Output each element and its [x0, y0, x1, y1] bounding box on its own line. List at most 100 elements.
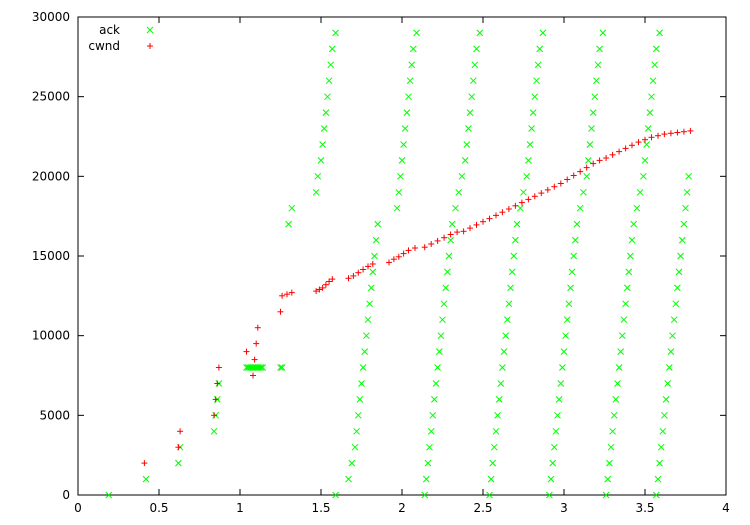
ack-point [555, 396, 563, 403]
ack-point [426, 443, 433, 451]
cwnd-point [525, 196, 532, 203]
cwnd-point [590, 160, 597, 167]
ack-point [531, 93, 539, 101]
ack-point [640, 172, 647, 180]
ack-point [662, 396, 670, 403]
x-axis: 0 0.5 1 1.5 2 2.5 3 3.5 4 [74, 17, 730, 515]
ack-point [529, 109, 537, 116]
ack-point [408, 61, 416, 69]
ack-point [434, 364, 441, 371]
cwnd-point [421, 244, 428, 251]
ack-point [559, 364, 566, 371]
ack-point [244, 364, 252, 371]
ack-point [610, 411, 618, 419]
ack-point [507, 284, 514, 292]
ack-point [398, 157, 406, 164]
ack-point [322, 109, 330, 116]
ack-point [429, 411, 437, 419]
cwnd-point [390, 256, 397, 263]
cwnd-point [609, 151, 616, 158]
cwnd-point [350, 272, 357, 279]
y-tick-label: 0 [62, 488, 70, 502]
ack-point [563, 316, 571, 324]
ack-point [596, 45, 603, 53]
ack-point [536, 45, 544, 53]
ack-point [427, 427, 435, 435]
ack-point [345, 475, 352, 483]
ack-point [367, 284, 375, 292]
ack-point [489, 459, 497, 467]
ack-point [497, 380, 505, 387]
cwnd-point [277, 308, 284, 315]
cwnd-point [313, 288, 320, 295]
ack-point [675, 268, 683, 276]
cwnd-point [583, 164, 590, 171]
ack-point [473, 45, 480, 53]
ack-point [609, 427, 616, 435]
cwnd-point [544, 186, 551, 193]
ack-point [288, 204, 296, 212]
cwnd-point [642, 136, 648, 143]
cwnd-point [284, 291, 290, 298]
ack-point [612, 396, 620, 403]
ack-point [395, 188, 403, 196]
ack-point [627, 252, 634, 260]
cwnd-point [635, 139, 642, 146]
ack-point [680, 220, 688, 228]
cwnd-point [687, 127, 694, 134]
ack-point [353, 427, 360, 435]
cwnd-point [596, 157, 603, 164]
ack-point [533, 77, 540, 85]
ack-point [452, 204, 459, 212]
ack-point [659, 427, 667, 435]
ack-point [630, 220, 638, 228]
ack-point [371, 252, 378, 260]
ack-point [646, 109, 654, 116]
ack-point [593, 77, 600, 85]
ack-point [397, 172, 404, 180]
ack-point [252, 364, 260, 371]
ack-point [633, 204, 641, 212]
cwnd-point [360, 266, 367, 273]
legend-marker-cwnd [147, 43, 153, 49]
y-tick-label: 20000 [32, 169, 70, 183]
ack-point [550, 443, 558, 451]
ack-point [665, 364, 673, 371]
ack-point [325, 77, 333, 85]
ack-point [257, 364, 265, 371]
cwnd-point [629, 142, 635, 149]
ack-point [469, 77, 477, 85]
ack-point [332, 29, 339, 37]
y-tick-label: 15000 [32, 249, 70, 263]
ack-point [685, 172, 693, 180]
ack-point [652, 45, 660, 53]
cwnd-point [212, 396, 219, 403]
cwnd-point [175, 444, 182, 451]
ack-point [549, 459, 557, 467]
cwnd-point [329, 276, 336, 283]
ack-point [499, 364, 506, 371]
cwnd-point [512, 202, 519, 209]
ack-point [312, 188, 320, 196]
cwnd-point [467, 225, 473, 232]
x-tick-label: 1.5 [311, 501, 330, 515]
ack-point [277, 364, 284, 371]
ack-point [492, 427, 500, 435]
ack-point [510, 252, 518, 260]
cwnd-point [211, 412, 218, 419]
ack-point [413, 29, 420, 37]
ack-point [614, 380, 621, 387]
cwnd-point [177, 428, 184, 435]
ack-point [437, 332, 445, 340]
ack-point [422, 475, 430, 483]
ack-point [439, 316, 446, 324]
ack-point [444, 268, 451, 276]
legend-marker-ack [146, 26, 154, 34]
ack-point [359, 364, 367, 371]
x-tick-label: 3 [560, 501, 568, 515]
cwnd-point [254, 324, 261, 331]
ack-point [591, 93, 599, 101]
ack-point [468, 93, 476, 101]
cwnd-point [405, 247, 412, 254]
ack-point [448, 220, 456, 228]
